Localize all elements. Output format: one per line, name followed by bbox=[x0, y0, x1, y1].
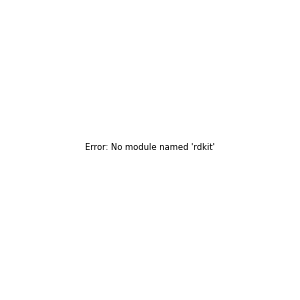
Text: Error: No module named 'rdkit': Error: No module named 'rdkit' bbox=[85, 143, 215, 152]
